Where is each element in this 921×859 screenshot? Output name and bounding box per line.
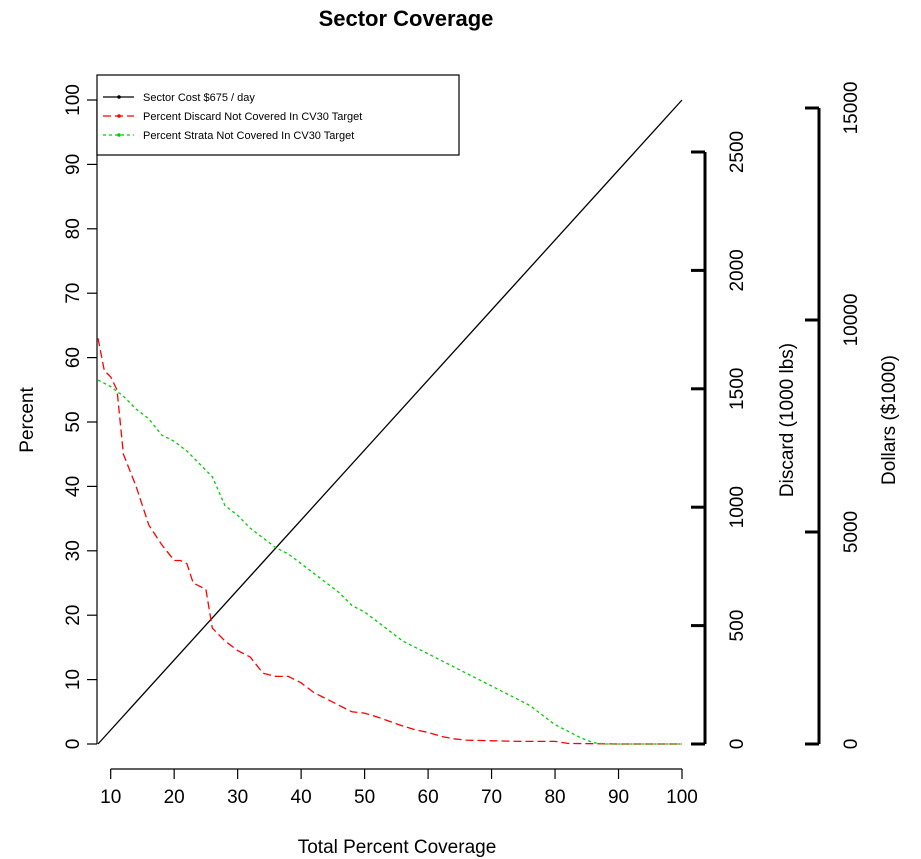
series-layer xyxy=(97,99,683,745)
discard-tick-label: 1500 xyxy=(727,368,748,410)
legend-entries: Sector Cost $675 / day Percent Discard No… xyxy=(103,92,362,142)
discard-tick-label: 500 xyxy=(727,610,748,642)
series-line-1 xyxy=(97,338,682,745)
x-tick-label: 50 xyxy=(354,787,375,808)
y-tick-label: 30 xyxy=(63,540,84,561)
legend-box xyxy=(96,74,460,156)
discard-tick-label: 1000 xyxy=(727,486,748,528)
dollars-tick-label: 0 xyxy=(841,739,862,750)
dollars-tick-label: 15000 xyxy=(841,82,862,135)
discard-tick-label: 2000 xyxy=(727,249,748,291)
discard-axis: 0 500 1000 1500 2000 2500 xyxy=(691,131,748,749)
x-tick-label: 10 xyxy=(100,787,121,808)
y-tick-label: 70 xyxy=(63,283,84,304)
y-axis-title: Percent xyxy=(17,387,38,453)
y-tick-label: 50 xyxy=(63,411,84,432)
x-tick-label: 90 xyxy=(608,787,629,808)
legend-label: Percent Strata Not Covered In CV30 Targe… xyxy=(143,130,354,142)
dollars-tick-label: 5000 xyxy=(841,511,862,553)
series-line-0 xyxy=(97,99,683,745)
legend-label: Sector Cost $675 / day xyxy=(143,92,255,104)
dollars-axis-title: Dollars ($1000) xyxy=(879,355,900,485)
x-tick-label: 70 xyxy=(481,787,502,808)
y-tick-label: 10 xyxy=(63,669,84,690)
x-tick-label: 20 xyxy=(164,787,185,808)
legend-label: Percent Discard Not Covered In CV30 Targ… xyxy=(143,111,362,123)
series-line-2 xyxy=(97,379,682,745)
legend-swatch-marker xyxy=(117,133,121,137)
y-tick-label: 40 xyxy=(63,476,84,497)
y-tick-label: 60 xyxy=(63,347,84,368)
x-tick-label: 60 xyxy=(418,787,439,808)
x-axis-title: Total Percent Coverage xyxy=(298,837,497,858)
legend: Sector Cost $675 / day Percent Discard No… xyxy=(96,74,460,156)
dollars-tick-label: 10000 xyxy=(841,294,862,347)
x-tick-label: 100 xyxy=(666,787,698,808)
x-tick-label: 80 xyxy=(544,787,565,808)
y-tick-label: 20 xyxy=(63,605,84,626)
y-tick-label: 100 xyxy=(63,84,84,116)
dollars-axis: 0 5000 10000 15000 xyxy=(805,82,862,750)
y-axis: 0 10 20 30 40 50 60 70 80 90 100 xyxy=(63,84,98,750)
discard-axis-title: Discard (1000 lbs) xyxy=(777,343,798,497)
discard-tick-label: 0 xyxy=(727,739,748,750)
y-tick-label: 0 xyxy=(63,739,84,750)
discard-tick-label: 2500 xyxy=(727,131,748,173)
chart-title: Sector Coverage xyxy=(319,6,494,31)
legend-swatch-marker xyxy=(117,114,121,118)
x-tick-label: 30 xyxy=(227,787,248,808)
y-tick-label: 90 xyxy=(63,154,84,175)
y-tick-label: 80 xyxy=(63,218,84,239)
x-tick-label: 40 xyxy=(291,787,312,808)
x-axis: 10 20 30 40 50 60 70 80 90 100 xyxy=(100,768,698,808)
legend-swatch-marker xyxy=(117,95,121,99)
